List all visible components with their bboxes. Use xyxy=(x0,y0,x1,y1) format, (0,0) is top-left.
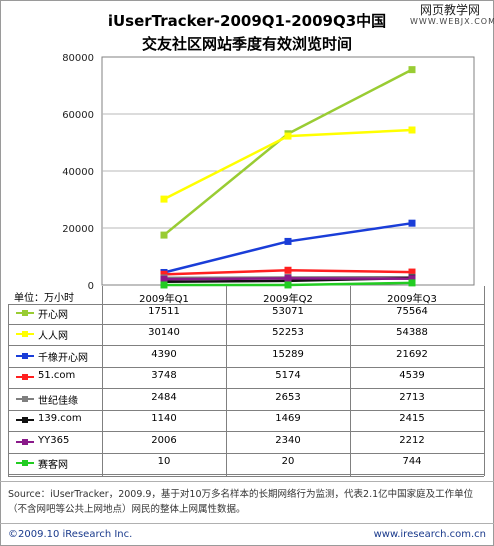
data-point xyxy=(160,231,168,239)
data-point xyxy=(284,266,292,274)
series-line xyxy=(163,221,413,274)
chart-title-line1: iUserTracker-2009Q1-2009Q3中国 xyxy=(107,12,387,30)
table-value: 2212 xyxy=(399,434,425,446)
table-value: 3748 xyxy=(151,370,177,382)
data-point xyxy=(284,274,292,282)
category-label: 2009年Q1 xyxy=(139,294,189,305)
legend-marker xyxy=(22,438,28,445)
legend-marker xyxy=(22,460,28,467)
table-value: 2415 xyxy=(399,413,425,425)
y-tick-label: 80000 xyxy=(62,53,94,64)
data-point xyxy=(284,132,292,140)
line-chart: 0 20000 40000 60000 80000 xyxy=(62,53,475,292)
y-tick-label: 20000 xyxy=(62,224,94,235)
divider xyxy=(0,523,494,524)
table-value: 1140 xyxy=(151,413,177,425)
data-point xyxy=(408,268,416,276)
table-value: 2006 xyxy=(151,434,177,446)
divider xyxy=(0,481,494,482)
table-value: 4390 xyxy=(151,348,177,360)
legend-label: 139.com xyxy=(38,413,82,425)
table-rule xyxy=(484,286,485,476)
table-rule xyxy=(226,286,227,476)
table-value: 52253 xyxy=(272,327,304,339)
table-rule xyxy=(8,304,484,305)
table-rule xyxy=(350,286,351,476)
table-rule xyxy=(8,431,484,432)
data-point xyxy=(408,126,416,134)
source-note: Source：iUserTracker，2009.9，基于对10万多名样本的长期… xyxy=(8,489,474,515)
data-point xyxy=(284,237,292,245)
legend-label: 赛客网 xyxy=(38,460,68,472)
legend-marker xyxy=(22,309,28,316)
data-point xyxy=(160,195,168,203)
table-value: 17511 xyxy=(148,305,180,317)
table-rule xyxy=(8,475,484,477)
data-point xyxy=(408,66,416,74)
table-value: 21692 xyxy=(396,348,428,360)
table-value: 54388 xyxy=(396,327,428,339)
data-point xyxy=(408,275,416,283)
y-tick-label: 0 xyxy=(88,281,94,292)
website-link[interactable]: www.iresearch.com.cn xyxy=(373,529,486,540)
legend-label: YY365 xyxy=(38,434,70,446)
y-tick-label: 60000 xyxy=(62,110,94,121)
table-rule xyxy=(8,304,9,476)
table-rule xyxy=(8,388,484,389)
table-value: 20 xyxy=(281,456,295,468)
table-rule xyxy=(8,452,484,454)
legend-marker xyxy=(22,374,28,381)
table-value: 10 xyxy=(157,456,171,468)
data-point xyxy=(284,281,292,289)
table-value: 2653 xyxy=(275,391,301,403)
table-value: 15289 xyxy=(272,348,304,360)
table-value: 2713 xyxy=(399,391,425,403)
table-rule xyxy=(8,474,484,475)
series-line xyxy=(163,128,413,201)
data-point xyxy=(408,219,416,227)
table-value: 2340 xyxy=(275,434,301,446)
watermark: 网页教学网 WWW.WEBJX.COM xyxy=(410,3,494,27)
legend-label: 千橡开心网 xyxy=(38,352,88,364)
data-point xyxy=(160,281,168,289)
data-point xyxy=(408,279,416,287)
data-point xyxy=(160,270,168,278)
table-value: 744 xyxy=(402,456,422,468)
watermark-text: 网页教学网 xyxy=(419,3,480,17)
legend-label: 51.com xyxy=(38,370,76,382)
table-rule xyxy=(8,345,484,346)
data-point xyxy=(160,275,168,283)
table-rule xyxy=(102,286,103,476)
table-value: 30140 xyxy=(148,327,180,339)
legend-marker xyxy=(22,331,28,338)
table-value: 4539 xyxy=(399,370,425,382)
table-value: 2484 xyxy=(151,391,177,403)
y-tick-label: 40000 xyxy=(62,167,94,178)
table-value: 1469 xyxy=(275,413,301,425)
table-value: 53071 xyxy=(272,305,304,317)
watermark-url: WWW.WEBJX.COM xyxy=(410,17,494,26)
chart-title-line2: 交友社区网站季度有效浏览时间 xyxy=(141,35,352,53)
legend-label: 人人网 xyxy=(38,331,68,343)
legend-marker xyxy=(22,417,28,424)
legend-marker xyxy=(22,395,28,402)
table-value: 75564 xyxy=(396,305,428,317)
category-label: 2009年Q2 xyxy=(263,294,313,305)
table-rule xyxy=(8,409,484,411)
copyright: ©2009.10 iResearch Inc. xyxy=(8,529,133,540)
legend-label: 开心网 xyxy=(38,309,68,321)
table-value: 5174 xyxy=(275,370,301,382)
legend-marker xyxy=(22,352,28,359)
unit-label: 单位：万小时 xyxy=(14,293,74,304)
table-rule xyxy=(8,366,484,368)
series-line xyxy=(163,68,413,237)
category-label: 2009年Q3 xyxy=(387,294,437,305)
table-rule xyxy=(8,323,484,325)
legend-label: 世纪佳缘 xyxy=(38,395,78,407)
